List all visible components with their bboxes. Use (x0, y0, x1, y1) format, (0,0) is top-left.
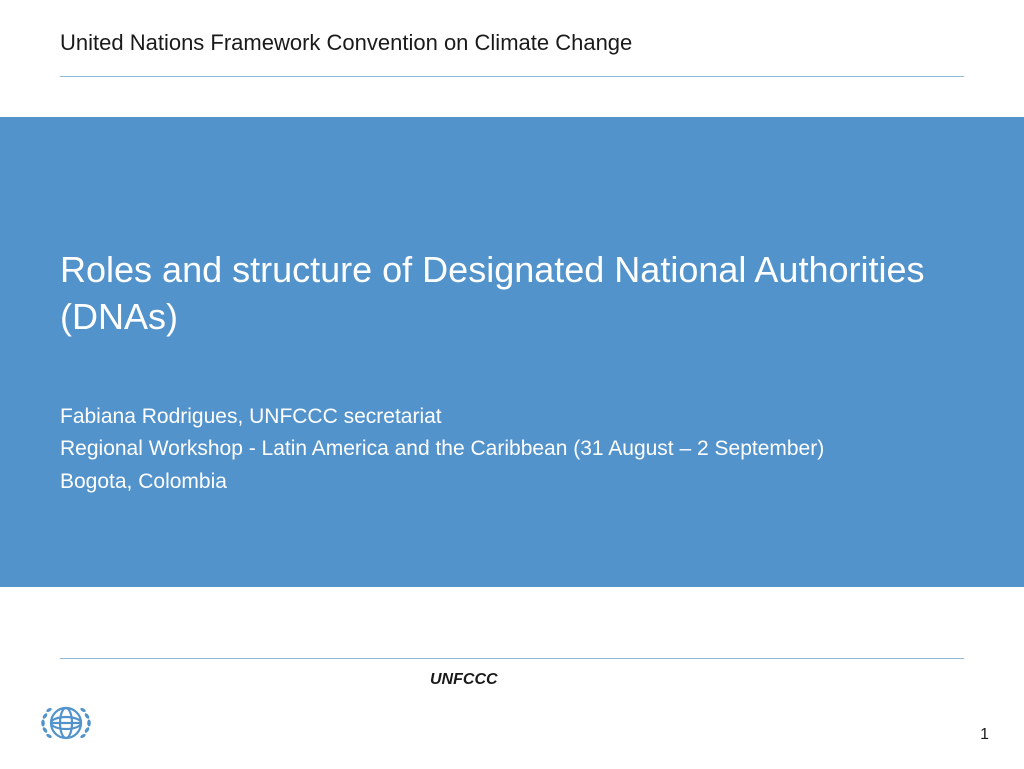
footer-label: UNFCCC (430, 671, 498, 689)
unfccc-logo-icon (35, 692, 97, 759)
title-block: Roles and structure of Designated Nation… (0, 117, 1024, 587)
workshop-line: Regional Workshop - Latin America and th… (60, 433, 964, 466)
slide-title: Roles and structure of Designated Nation… (60, 247, 964, 341)
page-number: 1 (980, 726, 989, 744)
slide-header: United Nations Framework Convention on C… (0, 0, 1024, 68)
location-line: Bogota, Colombia (60, 466, 964, 499)
organization-name: United Nations Framework Convention on C… (60, 30, 964, 56)
slide-footer: UNFCCC 1 (0, 658, 1024, 768)
author-line: Fabiana Rodrigues, UNFCCC secretariat (60, 401, 964, 434)
header-divider (60, 76, 964, 77)
